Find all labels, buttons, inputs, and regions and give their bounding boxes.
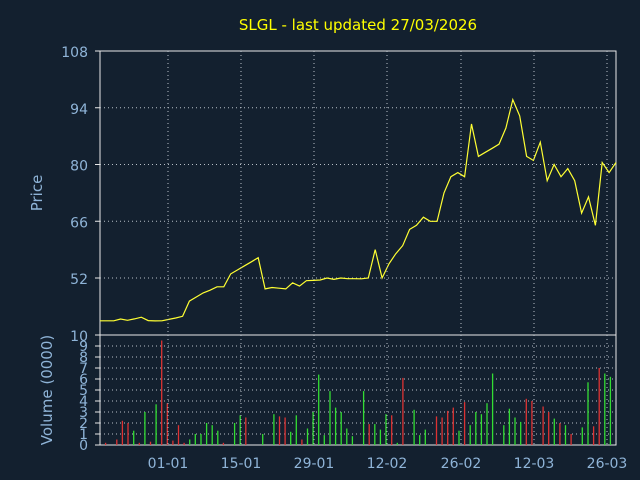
x-tick-label: 26-02 [441, 456, 482, 472]
x-tick-label: 29-01 [294, 456, 335, 472]
x-tick-labels: 01-01 15-01 29-01 12-02 26-02 12-03 26-03 [148, 456, 628, 472]
price-plot-area [99, 50, 617, 336]
volume-bars [104, 340, 612, 445]
price-tick-label: 52 [70, 272, 88, 288]
volume-tick-label: 6 [79, 372, 88, 388]
volume-tick-label: 3 [79, 405, 88, 421]
x-tick-label: 15-01 [221, 456, 262, 472]
volume-tick-label: 8 [79, 350, 88, 366]
price-grid [100, 107, 616, 279]
volume-tick-label: 1 [79, 427, 88, 443]
x-grid [167, 51, 608, 445]
volume-tick-label: 2 [79, 416, 88, 432]
price-y-ticks: 10 52 66 80 94 108 [61, 45, 100, 345]
x-tick-label: 12-02 [367, 456, 408, 472]
volume-tick-label: 9 [79, 339, 88, 355]
x-tick-label: 26-03 [587, 456, 628, 472]
price-y-axis-label: Price [28, 175, 46, 212]
chart-title: SLGL - last updated 27/03/2026 [239, 16, 477, 34]
volume-tick-label: 4 [79, 394, 88, 410]
volume-tick-label: 0 [79, 438, 88, 454]
volume-tick-label: 7 [79, 361, 88, 377]
price-tick-label: 10 [70, 329, 88, 345]
price-tick-label: 108 [61, 45, 88, 61]
x-tick-label: 01-01 [148, 456, 189, 472]
volume-plot-area [99, 334, 617, 446]
x-tick-label: 12-03 [514, 456, 555, 472]
price-series-line [100, 97, 617, 322]
price-tick-label: 94 [70, 102, 88, 118]
price-tick-label: 80 [70, 159, 88, 175]
price-tick-label: 66 [70, 215, 88, 231]
volume-y-axis-label: Volume (0000) [38, 335, 56, 445]
volume-grid [100, 345, 616, 435]
volume-tick-label: 5 [79, 383, 88, 399]
